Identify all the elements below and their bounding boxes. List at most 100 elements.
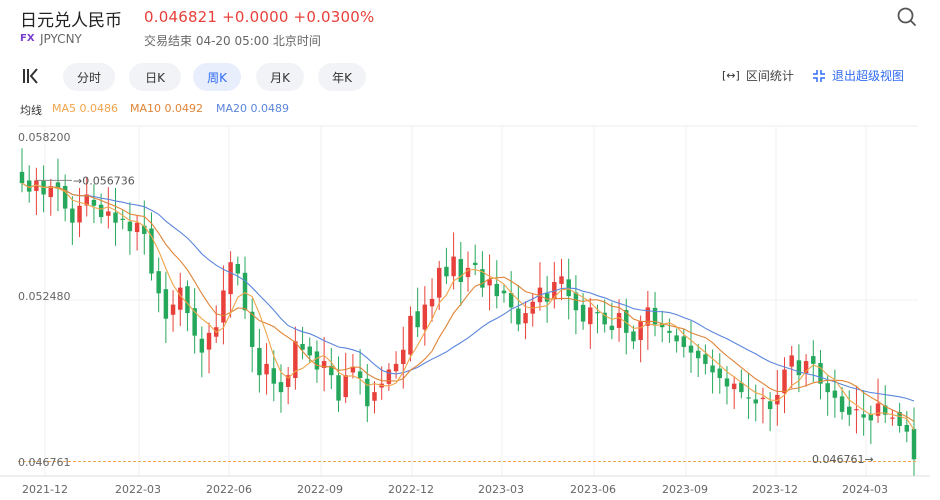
candle	[199, 338, 205, 353]
ma5-value: MA5 0.0486	[52, 102, 118, 115]
candle	[753, 399, 758, 404]
candle	[206, 332, 212, 350]
fx-badge: FX	[20, 33, 35, 44]
tab-monthly-k[interactable]: 月K	[256, 63, 304, 91]
ma5-line	[21, 182, 915, 431]
candle	[839, 396, 845, 412]
candle	[307, 346, 312, 356]
tab-weekly-k[interactable]: 周K	[193, 63, 241, 91]
candle	[861, 414, 866, 418]
candle	[415, 311, 420, 328]
candle	[472, 262, 478, 266]
price-label-high: 0.058200	[18, 131, 71, 144]
candle	[149, 228, 154, 274]
candle	[674, 335, 679, 342]
candle	[624, 310, 629, 333]
candle	[825, 383, 830, 393]
candle	[688, 345, 694, 353]
price-change: 0.046821 +0.0000 +0.0300%	[144, 8, 375, 26]
candle	[221, 290, 226, 323]
candle	[652, 307, 658, 325]
candle	[854, 409, 859, 411]
x-axis-label: 2022-09	[297, 483, 343, 496]
candle	[767, 401, 773, 410]
candle	[818, 363, 823, 384]
candle	[408, 315, 413, 355]
candle	[717, 368, 723, 379]
candle	[336, 375, 341, 401]
range-stats-button[interactable]: [↔] 区间统计	[722, 67, 794, 84]
candle	[350, 366, 356, 373]
exit-super-view-label: 退出超级视图	[832, 69, 905, 83]
x-axis-label: 2021-12	[22, 483, 68, 496]
candle	[393, 363, 399, 372]
candle	[278, 382, 284, 393]
price-label-mid: 0.052480	[18, 290, 71, 303]
x-axis-label: 2022-03	[115, 483, 161, 496]
price-label-low: 0.046761	[18, 456, 71, 469]
search-button[interactable]	[894, 4, 920, 30]
candle	[544, 293, 550, 302]
collapse-icon	[23, 68, 38, 84]
search-icon	[897, 7, 916, 26]
candle	[609, 325, 615, 331]
candle	[796, 360, 802, 376]
tab-daily-k[interactable]: 日K	[129, 63, 181, 91]
candle	[55, 182, 61, 189]
x-axis-label: 2023-09	[662, 483, 708, 496]
candle	[26, 180, 32, 192]
candle	[559, 276, 564, 284]
candle	[401, 349, 406, 364]
candle	[329, 365, 334, 376]
x-axis-label: 2023-06	[570, 483, 616, 496]
symbol-code: JPYCNY	[40, 32, 82, 46]
exit-fullscreen-icon	[813, 69, 825, 82]
candle	[285, 375, 291, 387]
candle	[882, 405, 888, 415]
candle	[508, 292, 514, 308]
candle	[487, 279, 492, 286]
candle	[134, 222, 140, 233]
candle	[760, 397, 766, 400]
candle	[588, 307, 593, 325]
ma-label: 均线	[20, 104, 42, 117]
candle	[235, 264, 241, 274]
candle	[163, 289, 169, 319]
range-stats-label: 区间统计	[745, 69, 794, 83]
candle	[897, 411, 902, 427]
candle	[422, 304, 428, 330]
candle	[868, 413, 874, 421]
candle	[257, 348, 262, 376]
page-title: 日元兑人民币	[20, 11, 122, 31]
candle	[782, 369, 787, 394]
collapse-button[interactable]	[20, 65, 42, 87]
candle	[911, 429, 917, 460]
low-marker-label: 0.046761→	[812, 453, 874, 466]
x-axis-label: 2022-06	[206, 483, 252, 496]
candle	[62, 185, 68, 209]
candle	[904, 424, 910, 432]
candle	[465, 267, 471, 278]
candle	[70, 208, 75, 223]
candle	[811, 356, 816, 364]
ma20-line	[21, 182, 915, 402]
candle	[616, 313, 622, 328]
tab-yearly-k[interactable]: 年K	[318, 63, 366, 91]
exit-super-view-button[interactable]: 退出超级视图	[812, 67, 904, 84]
candle	[875, 403, 881, 416]
candle	[178, 287, 183, 310]
tab-intraday[interactable]: 分时	[63, 63, 115, 91]
ma20-value: MA20 0.0489	[216, 102, 289, 115]
candle	[192, 308, 197, 336]
candle	[48, 186, 54, 198]
candle	[106, 211, 111, 216]
candle	[314, 351, 320, 370]
candle	[746, 397, 751, 399]
candle	[739, 382, 744, 393]
candle	[436, 267, 442, 298]
candle	[386, 369, 392, 384]
kline-chart[interactable]: 0.058200 0.052480 0.046761 →0.056736 0.04676…	[0, 124, 930, 500]
candle	[264, 363, 269, 375]
candle	[631, 331, 636, 342]
